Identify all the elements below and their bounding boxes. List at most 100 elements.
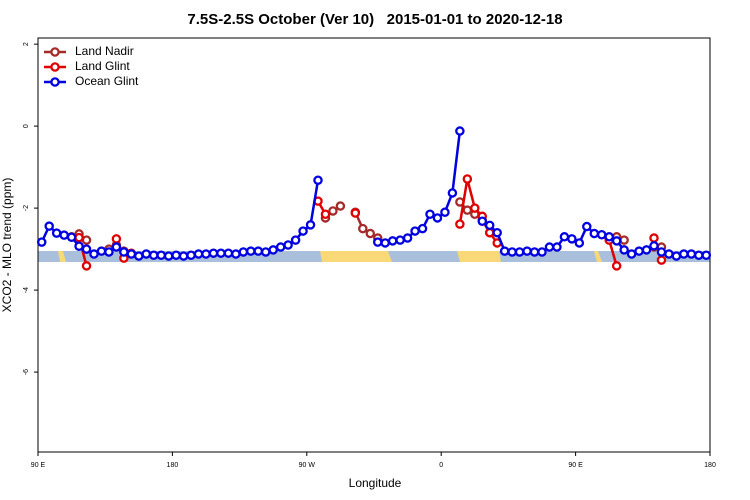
- data-point: [552, 242, 562, 252]
- data-point: [499, 246, 510, 256]
- data-point: [514, 247, 525, 257]
- data-point: [492, 227, 502, 238]
- data-point: [440, 207, 450, 217]
- data-point: [447, 188, 458, 198]
- data-point: [544, 242, 555, 252]
- data-point: [611, 261, 622, 271]
- data-point: [589, 228, 600, 239]
- data-point: [611, 236, 622, 246]
- data-point: [275, 242, 286, 252]
- data-point: [484, 227, 495, 238]
- x-tick-label: 180: [704, 462, 716, 469]
- data-point: [358, 223, 368, 234]
- y-tick-label: -4: [23, 287, 30, 293]
- data-point: [664, 249, 674, 259]
- data-point: [111, 242, 122, 252]
- data-point: [216, 248, 226, 258]
- data-point: [253, 246, 264, 256]
- data-point: [163, 251, 174, 261]
- data-point: [66, 232, 77, 242]
- data-point: [619, 245, 629, 255]
- legend-marker: [50, 62, 60, 72]
- data-point: [51, 228, 62, 238]
- legend-label: Land Nadir: [75, 44, 134, 58]
- data-point: [626, 249, 637, 259]
- data-point: [238, 247, 249, 257]
- data-point: [141, 249, 152, 259]
- data-point: [522, 246, 532, 256]
- data-point: [96, 246, 107, 256]
- data-point: [290, 235, 301, 245]
- data-point: [81, 261, 92, 271]
- data-point: [671, 251, 682, 261]
- data-point: [36, 237, 47, 247]
- data-point: [260, 247, 271, 257]
- data-point: [350, 208, 361, 218]
- legend-marker: [50, 47, 60, 57]
- data-point: [74, 232, 84, 243]
- data-point: [126, 249, 137, 259]
- data-point: [156, 250, 166, 260]
- data-point: [268, 245, 278, 255]
- data-point: [201, 249, 211, 259]
- x-tick-label: 180: [167, 462, 179, 469]
- chart-title: 7.5S-2.5S October (Ver 10) 2015-01-01 to…: [187, 11, 562, 28]
- x-tick-label: 0: [439, 462, 443, 469]
- data-point: [305, 220, 316, 230]
- data-point: [335, 201, 346, 211]
- data-point: [634, 246, 644, 256]
- data-point: [432, 213, 443, 223]
- data-point: [701, 250, 712, 260]
- y-tick-label: 0: [23, 124, 30, 128]
- data-point: [365, 228, 376, 239]
- data-point: [686, 249, 697, 259]
- data-point: [380, 238, 390, 248]
- data-point: [417, 223, 428, 234]
- data-point: [507, 247, 517, 257]
- data-point: [425, 209, 435, 220]
- data-point: [694, 250, 704, 260]
- data-point: [395, 235, 405, 245]
- data-point: [462, 205, 473, 215]
- legend-label: Land Glint: [75, 59, 130, 73]
- data-point: [619, 235, 629, 245]
- y-tick-label: -2: [23, 205, 30, 211]
- data-point: [171, 250, 181, 260]
- data-point: [477, 216, 488, 226]
- data-point: [537, 247, 547, 257]
- data-point: [246, 246, 256, 256]
- data-point: [649, 233, 659, 243]
- data-point: [462, 174, 473, 184]
- data-point: [59, 230, 69, 240]
- land-band: [320, 251, 392, 262]
- data-point: [193, 249, 204, 259]
- data-point: [649, 241, 659, 251]
- data-point: [81, 235, 92, 245]
- data-point: [656, 247, 667, 257]
- data-point: [208, 248, 219, 258]
- data-point: [372, 237, 383, 247]
- land-band: [594, 251, 602, 262]
- data-point: [410, 226, 420, 236]
- data-point: [559, 232, 570, 242]
- data-point: [313, 175, 323, 185]
- legend-marker: [50, 77, 60, 87]
- data-point: [574, 238, 585, 248]
- data-point: [111, 234, 122, 244]
- data-point: [567, 234, 577, 244]
- data-point: [283, 240, 293, 250]
- data-point: [186, 250, 196, 260]
- x-tick-label: 90 E: [568, 462, 583, 469]
- data-point: [104, 247, 114, 257]
- data-point: [387, 236, 398, 246]
- data-point: [328, 206, 338, 216]
- data-point: [223, 248, 234, 258]
- x-tick-label: 90 W: [299, 462, 316, 469]
- x-tick-label: 90 E: [31, 462, 46, 469]
- data-point: [455, 219, 465, 229]
- data-point: [529, 247, 540, 257]
- y-axis-label: XCO2 - MLO trend (ppm): [0, 178, 14, 313]
- data-point: [74, 241, 84, 251]
- data-point: [231, 249, 241, 259]
